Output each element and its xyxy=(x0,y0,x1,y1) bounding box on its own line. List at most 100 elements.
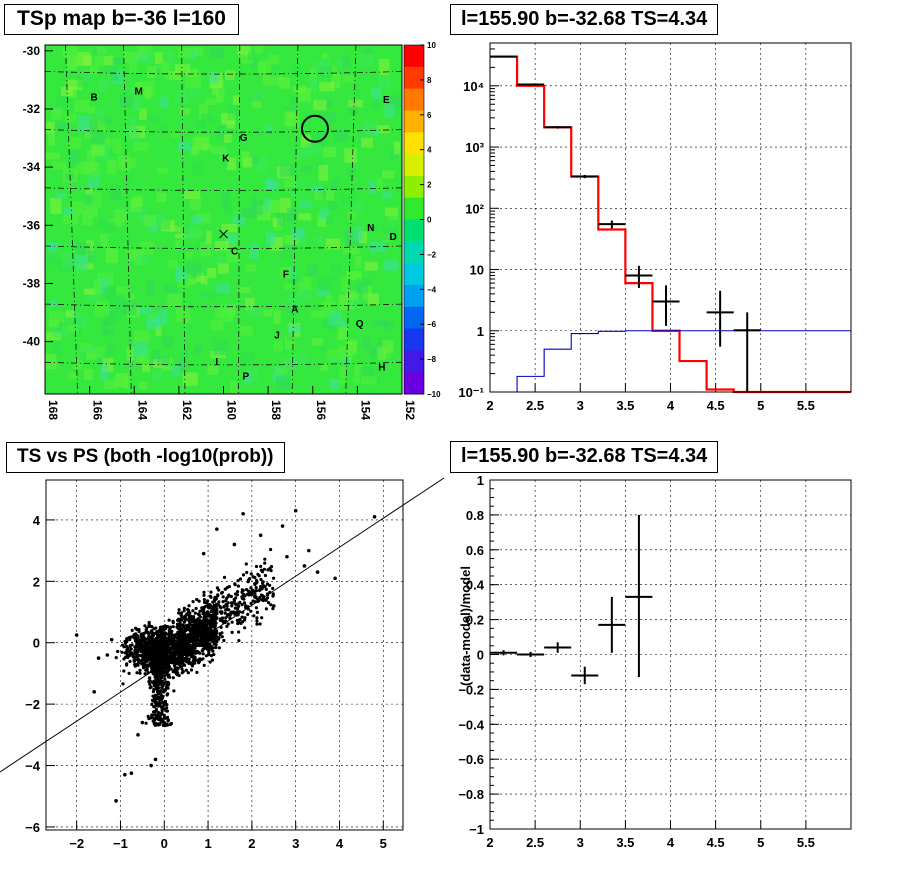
map-texture-cell xyxy=(371,319,388,327)
scatter-point xyxy=(197,622,201,626)
scatter-point xyxy=(150,713,154,717)
map-texture-cell xyxy=(192,137,209,151)
scatter-point xyxy=(134,632,138,636)
scatter-point xyxy=(148,658,152,662)
scatter-point xyxy=(157,667,161,671)
spectrum-x-tick-label: 2 xyxy=(486,398,493,413)
map-texture-cell xyxy=(331,179,339,192)
scatter-point xyxy=(200,606,204,610)
map-texture-cell xyxy=(168,260,178,269)
scatter-point xyxy=(142,645,146,649)
map-texture-cell xyxy=(213,340,228,356)
scatter-point xyxy=(226,601,230,605)
map-texture-cell xyxy=(83,368,93,380)
scatter-point xyxy=(146,657,150,661)
scatter-frame xyxy=(45,479,404,831)
scatter-point xyxy=(157,656,161,660)
map-texture-cell xyxy=(267,200,280,213)
map-texture-cell xyxy=(292,352,307,366)
scatter-point xyxy=(182,658,186,662)
map-texture-cell xyxy=(373,377,381,384)
map-texture-cell xyxy=(129,61,137,73)
map-texture-cell xyxy=(63,213,79,225)
map-texture-cell xyxy=(292,66,302,75)
scatter-point xyxy=(148,676,152,680)
source-label: D xyxy=(389,232,396,243)
scatter-point xyxy=(161,654,165,658)
map-texture-cell xyxy=(292,180,306,187)
scatter-point xyxy=(152,687,156,692)
scatter-point xyxy=(212,652,216,657)
map-texture-cell xyxy=(188,68,199,77)
scatter-point xyxy=(172,636,176,640)
scatter-point xyxy=(199,657,204,662)
scatter-point xyxy=(169,625,173,629)
map-texture-cell xyxy=(364,261,378,271)
scatter-point xyxy=(126,655,130,660)
scatter-point xyxy=(180,630,184,634)
scatter-point xyxy=(187,648,191,652)
map-texture-cell xyxy=(353,376,360,384)
scatter-point xyxy=(260,616,264,620)
map-texture-cell xyxy=(367,224,377,232)
scatter-point xyxy=(177,632,181,636)
map-texture-cell xyxy=(342,243,359,255)
scatter-point xyxy=(211,600,215,604)
scatter-point xyxy=(153,696,157,700)
map-texture-cell xyxy=(97,47,107,55)
residual-x-tick-label: 5.5 xyxy=(797,835,815,850)
scatter-point xyxy=(154,670,159,675)
map-texture-cell xyxy=(378,59,390,75)
scatter-point xyxy=(176,617,181,621)
scatter-point xyxy=(259,585,263,589)
map-texture-cell xyxy=(240,207,255,218)
scatter-point xyxy=(122,657,126,661)
map-grid-latitude xyxy=(44,361,403,366)
map-texture-cell xyxy=(277,215,285,226)
map-texture-cell xyxy=(74,161,85,174)
scatter-point xyxy=(160,709,164,713)
map-texture-cell xyxy=(303,113,311,130)
map-texture-cell xyxy=(217,125,225,140)
scatter-point xyxy=(164,663,168,667)
map-texture-cell xyxy=(65,310,74,318)
map-texture-cell xyxy=(45,152,60,160)
map-texture-cell xyxy=(386,94,402,108)
scatter-point xyxy=(232,599,236,603)
scatter-x-tick-label: −1 xyxy=(113,836,128,851)
source-label: J xyxy=(274,331,280,342)
source-label: M xyxy=(135,86,143,97)
map-texture-cell xyxy=(252,199,263,216)
map-texture-cell xyxy=(175,272,188,281)
residual-frame xyxy=(489,479,852,830)
scatter-point xyxy=(187,614,191,619)
scatter-point xyxy=(246,612,250,617)
map-texture-cell xyxy=(342,74,355,84)
map-texture-cell xyxy=(346,271,362,281)
map-texture-cell xyxy=(91,162,100,177)
scatter-point xyxy=(125,648,129,652)
scatter-point xyxy=(249,609,253,613)
colorbar-band xyxy=(404,306,424,330)
map-texture-cell xyxy=(137,307,152,315)
map-texture-cell xyxy=(224,233,238,244)
spectrum-panel: 2 2.5 3 3.5 4 4.5 5 5.5 10⁻¹ 1 10 10² 10³ 10⁴ xyxy=(458,42,852,413)
map-texture-cell xyxy=(156,192,167,203)
scatter-point xyxy=(174,645,178,649)
map-texture-cell xyxy=(189,278,197,285)
scatter-point xyxy=(267,601,271,605)
map-texture-cell xyxy=(161,60,170,74)
scatter-point xyxy=(225,604,229,608)
map-texture-cell xyxy=(295,148,309,160)
scatter-point xyxy=(153,693,157,698)
map-texture-cell xyxy=(376,178,383,192)
scatter-point xyxy=(180,618,184,622)
target-circle xyxy=(300,114,329,143)
map-texture-cell xyxy=(262,76,275,86)
scatter-point xyxy=(150,625,154,629)
scatter-point xyxy=(182,637,186,641)
scatter-point xyxy=(186,633,190,637)
scatter-point xyxy=(220,635,224,639)
map-texture-cell xyxy=(320,363,328,371)
scatter-point xyxy=(214,643,218,647)
